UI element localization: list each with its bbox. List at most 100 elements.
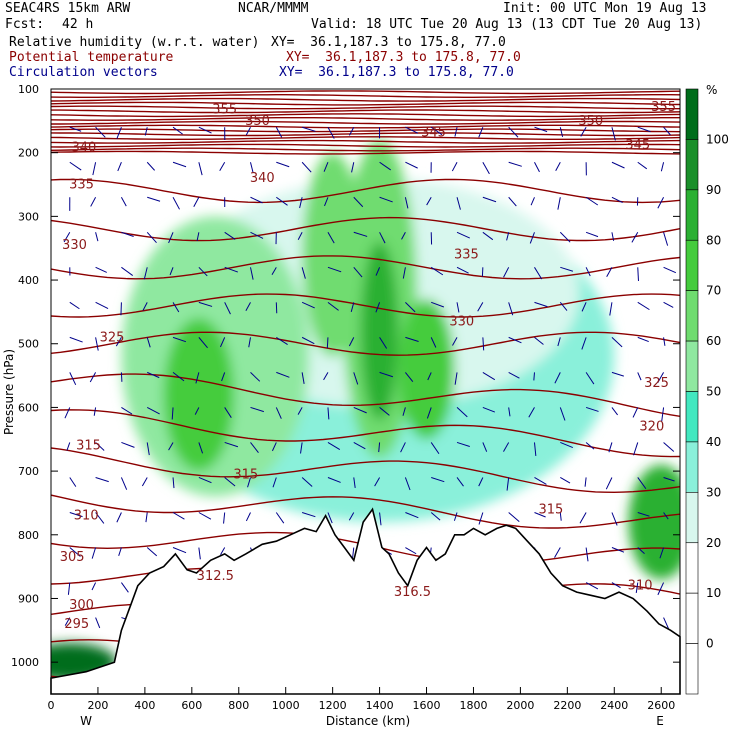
colorbar-label-5: 50 xyxy=(706,385,721,399)
vector-121 xyxy=(276,161,290,168)
vector-195 xyxy=(405,126,419,134)
vector-357 xyxy=(659,547,665,559)
vector-261 xyxy=(508,336,522,344)
vector-185 xyxy=(375,302,381,313)
vector-248 xyxy=(482,406,496,413)
vector-181 xyxy=(379,161,391,171)
valid-time: Valid: 18 UTC Tue 20 Aug 13 (13 CDT Tue … xyxy=(311,17,703,32)
field-name-vectors: Circulation vectors xyxy=(9,65,158,80)
theta-label-4: 345 xyxy=(421,125,446,140)
x-tick-label-9: 1800 xyxy=(459,699,487,712)
colorbar-swatch-0 xyxy=(685,88,699,140)
vector-24 xyxy=(95,442,105,451)
vector-202 xyxy=(405,372,414,383)
vector-205 xyxy=(404,477,411,491)
theta-contour-14 xyxy=(51,143,680,148)
vector-98 xyxy=(224,407,232,418)
colorbar-swatch-1 xyxy=(685,139,699,191)
theta-label-12: 325 xyxy=(100,330,125,345)
x-axis: 0 200 400 600 800 1000 1200 1400 1600 1800 2000 220… xyxy=(48,687,675,712)
vector-156 xyxy=(326,337,329,349)
colorbar-label-10: 0 xyxy=(706,637,714,651)
vector-289 xyxy=(560,266,574,272)
center-label: NCAR/MMMM xyxy=(238,1,309,16)
vector-157 xyxy=(323,372,329,381)
vector-1 xyxy=(69,161,82,171)
vector-187 xyxy=(379,371,394,378)
vector-234 xyxy=(456,441,470,447)
theta-contour-8 xyxy=(51,120,680,125)
vector-108 xyxy=(250,231,264,239)
vector-12 xyxy=(69,547,81,557)
x-tick-label-5: 1000 xyxy=(272,699,300,712)
vector-71 xyxy=(172,512,185,520)
vector-189 xyxy=(378,442,381,453)
vector-313 xyxy=(585,582,599,590)
vector-228 xyxy=(456,231,471,239)
vector-265 xyxy=(506,477,510,491)
theta-contour-7 xyxy=(51,117,680,121)
vector-327 xyxy=(611,547,625,553)
vector-221 xyxy=(430,512,441,521)
vector-169 xyxy=(353,266,363,278)
vector-146 xyxy=(301,512,316,518)
fcst-value: 42 h xyxy=(62,17,94,32)
colorbar-unit: % xyxy=(706,83,717,97)
vector-105 xyxy=(245,126,251,136)
theta-contour-17 xyxy=(51,178,680,204)
vector-112 xyxy=(250,372,261,382)
vector-220 xyxy=(431,476,445,483)
vector-171 xyxy=(348,337,355,347)
theta-label-9: 335 xyxy=(454,248,479,263)
vector-240 xyxy=(478,127,484,138)
vector-318 xyxy=(611,232,615,241)
vector-233 xyxy=(456,407,468,418)
vector-78 xyxy=(196,232,200,241)
vector-200 xyxy=(405,301,416,313)
vector-45 xyxy=(144,127,148,136)
y-tick-label-7: 800 xyxy=(18,529,39,542)
fcst-label: Fcst: xyxy=(5,17,45,32)
vector-36 xyxy=(115,337,122,347)
vector-288 xyxy=(559,231,571,243)
vector-219 xyxy=(430,442,440,455)
vector-236 xyxy=(453,512,458,521)
x-tick-label-11: 2200 xyxy=(553,699,581,712)
theta-label-16: 315 xyxy=(233,467,258,482)
vector-151 xyxy=(323,162,329,172)
vector-245 xyxy=(477,302,484,312)
vector-29 xyxy=(95,617,101,629)
vector-140 xyxy=(301,301,315,309)
colorbar-swatch-9 xyxy=(685,542,699,594)
theta-contour-1 xyxy=(51,94,680,98)
y-tick-label-1: 200 xyxy=(18,147,39,160)
vector-95 xyxy=(224,302,231,315)
vector-285 xyxy=(559,127,564,137)
vector-191 xyxy=(379,512,382,526)
vector-249 xyxy=(482,442,488,452)
vector-307 xyxy=(585,372,595,385)
theta-contour-5 xyxy=(51,109,680,114)
vector-323 xyxy=(611,407,618,416)
theta-label-22: 295 xyxy=(64,617,89,632)
vector-320 xyxy=(609,302,613,316)
theta-label-3: 350 xyxy=(578,114,603,129)
x-end-label-west: W xyxy=(80,714,92,728)
vector-50 xyxy=(142,302,148,311)
vector-304 xyxy=(585,267,591,277)
x-tick-label-7: 1400 xyxy=(366,699,394,712)
vector-218 xyxy=(426,407,432,419)
vector-232 xyxy=(454,372,458,385)
vector-287 xyxy=(557,197,561,210)
theta-label-18: 310 xyxy=(74,509,99,524)
vector-317 xyxy=(611,196,623,204)
vector-66 xyxy=(172,336,187,343)
vector-294 xyxy=(560,441,574,449)
vector-116 xyxy=(245,512,251,522)
vector-174 xyxy=(353,442,366,450)
vector-201 xyxy=(405,336,419,342)
vector-93 xyxy=(224,231,236,240)
vector-113 xyxy=(250,406,265,413)
vector-122 xyxy=(276,196,288,206)
